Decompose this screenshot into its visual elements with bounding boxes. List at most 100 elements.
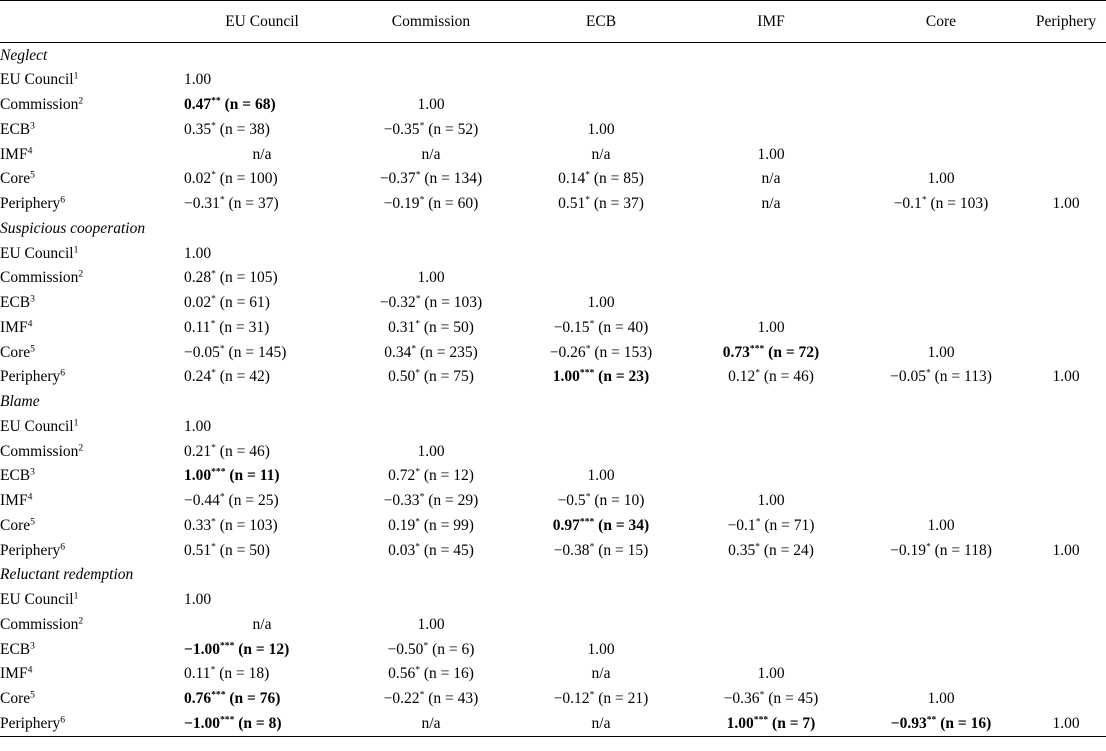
row-label: Periphery6 bbox=[0, 538, 178, 563]
section-header-row: Reluctant redemption bbox=[0, 563, 1106, 588]
table-row: EU Council1 1.00 bbox=[0, 414, 1106, 439]
table-cell: −0.1* (n = 103) bbox=[856, 192, 1026, 217]
cell-value: 1.00 bbox=[927, 516, 955, 534]
sample-size: (n = 50) bbox=[423, 318, 474, 336]
table-cell bbox=[856, 588, 1026, 613]
table-cell bbox=[1026, 68, 1106, 93]
cell-value: 0.03 bbox=[388, 541, 416, 559]
table-cell: 0.11* (n = 18) bbox=[178, 662, 346, 687]
cell-value: 0.14 bbox=[558, 170, 586, 188]
table-cell: 1.00 bbox=[346, 266, 516, 291]
significance-stars: *** bbox=[211, 467, 226, 479]
row-label: Periphery6 bbox=[0, 365, 178, 390]
table-cell bbox=[1026, 93, 1106, 118]
row-label: Commission2 bbox=[0, 612, 178, 637]
table-cell bbox=[1026, 315, 1106, 340]
row-label-text: Periphery bbox=[0, 714, 61, 732]
row-label: Commission2 bbox=[0, 266, 178, 291]
table-cell bbox=[1026, 142, 1106, 167]
significance-stars: * bbox=[415, 293, 421, 305]
significance-stars: * bbox=[925, 368, 931, 380]
significance-stars: * bbox=[921, 194, 927, 206]
sample-size: (n = 6) bbox=[432, 640, 475, 658]
table-cell: −0.35* (n = 52) bbox=[346, 117, 516, 142]
table-cell bbox=[686, 68, 856, 93]
row-label-text: EU Council bbox=[0, 591, 74, 609]
significance-stars: *** bbox=[749, 343, 765, 355]
table-cell: −0.37* (n = 134) bbox=[346, 167, 516, 192]
significance-stars: * bbox=[219, 194, 225, 206]
significance-stars: *** bbox=[579, 516, 595, 528]
significance-stars: * bbox=[589, 318, 595, 330]
row-label: ECB3 bbox=[0, 117, 178, 142]
table-cell bbox=[856, 241, 1026, 266]
row-label-text: IMF bbox=[0, 665, 28, 683]
cell-value: 0.35 bbox=[728, 541, 756, 559]
cell-value: 0.21 bbox=[184, 442, 212, 460]
table-cell: 1.00 bbox=[686, 662, 856, 687]
row-label-footnote: 2 bbox=[78, 615, 84, 627]
row-label-footnote: 5 bbox=[30, 689, 35, 701]
row-label: Core5 bbox=[0, 687, 178, 712]
sample-size: (n = 34) bbox=[598, 516, 650, 534]
table-cell: −0.19* (n = 118) bbox=[856, 538, 1026, 563]
table-cell bbox=[1026, 167, 1106, 192]
table-cell: −0.36* (n = 45) bbox=[686, 687, 856, 712]
table-cell bbox=[856, 439, 1026, 464]
sample-size: (n = 105) bbox=[219, 269, 278, 287]
significance-stars: * bbox=[419, 120, 425, 132]
sample-size: (n = 235) bbox=[419, 343, 478, 361]
table-cell: 0.24* (n = 42) bbox=[178, 365, 346, 390]
row-label-footnote: 3 bbox=[30, 640, 35, 652]
section-header-row: Blame bbox=[0, 390, 1106, 415]
row-label-footnote: 1 bbox=[73, 590, 79, 602]
cell-value: 1.00 bbox=[417, 442, 445, 460]
table-row: Periphery6 −1.00*** (n = 8) n/a n/a 1.00*** … bbox=[0, 711, 1106, 738]
significance-stars: * bbox=[589, 689, 595, 701]
sample-size: (n = 103) bbox=[219, 516, 278, 534]
column-header: IMF bbox=[686, 0, 856, 43]
row-label: Periphery6 bbox=[0, 711, 178, 738]
table-row: Commission2 0.28* (n = 105) 1.00 bbox=[0, 266, 1106, 291]
table-cell: −0.05* (n = 145) bbox=[178, 340, 346, 365]
table-cell: 0.19* (n = 99) bbox=[346, 513, 516, 538]
table-cell bbox=[856, 68, 1026, 93]
table-row: IMF4 n/a n/a n/a 1.00 bbox=[0, 142, 1106, 167]
significance-stars: * bbox=[415, 318, 420, 330]
row-label-footnote: 5 bbox=[30, 170, 35, 182]
table-cell: −0.50* (n = 6) bbox=[346, 637, 516, 662]
column-header: Periphery bbox=[1026, 0, 1106, 43]
table-cell bbox=[1026, 464, 1106, 489]
row-label-footnote: 5 bbox=[30, 516, 35, 528]
table-cell: 1.00 bbox=[516, 637, 686, 662]
row-label-text: IMF bbox=[0, 492, 28, 510]
sample-size: (n = 76) bbox=[229, 690, 281, 708]
sample-size: (n = 40) bbox=[598, 318, 649, 336]
cell-value: 0.11 bbox=[184, 665, 211, 683]
table-row: ECB3 −1.00*** (n = 12) −0.50* (n = 6) 1.00 bbox=[0, 637, 1106, 662]
table-cell bbox=[1026, 241, 1106, 266]
table-row: Periphery6 0.51* (n = 50) 0.03* (n = 45) −0… bbox=[0, 538, 1106, 563]
cell-value: 0.73 bbox=[722, 343, 750, 361]
table-row: IMF4 0.11* (n = 18) 0.56* (n = 16) n/a 1.00 bbox=[0, 662, 1106, 687]
table-cell bbox=[346, 68, 516, 93]
row-label-footnote: 2 bbox=[78, 95, 84, 107]
row-label-footnote: 1 bbox=[73, 417, 79, 429]
row-label-text: EU Council bbox=[0, 244, 74, 262]
table-cell: 0.02* (n = 61) bbox=[178, 291, 346, 316]
table-cell: 1.00 bbox=[346, 612, 516, 637]
table-cell: −0.22* (n = 43) bbox=[346, 687, 516, 712]
cell-value: 0.02 bbox=[184, 294, 212, 312]
cell-value: 1.00 bbox=[1052, 368, 1080, 386]
row-label: Core5 bbox=[0, 340, 178, 365]
significance-stars: * bbox=[759, 689, 765, 701]
significance-stars: * bbox=[925, 541, 931, 553]
table-cell: −0.31* (n = 37) bbox=[178, 192, 346, 217]
table-row: ECB3 0.35* (n = 38) −0.35* (n = 52) 1.00 bbox=[0, 117, 1106, 142]
sample-size: (n = 8) bbox=[238, 714, 282, 732]
table-cell: −1.00*** (n = 8) bbox=[178, 711, 346, 738]
table-cell: 0.51* (n = 37) bbox=[516, 192, 686, 217]
table-body: Neglect EU Council1 1.00 Commission2 0.47** … bbox=[0, 43, 1106, 738]
column-header: ECB bbox=[516, 0, 686, 43]
row-label: EU Council1 bbox=[0, 414, 178, 439]
